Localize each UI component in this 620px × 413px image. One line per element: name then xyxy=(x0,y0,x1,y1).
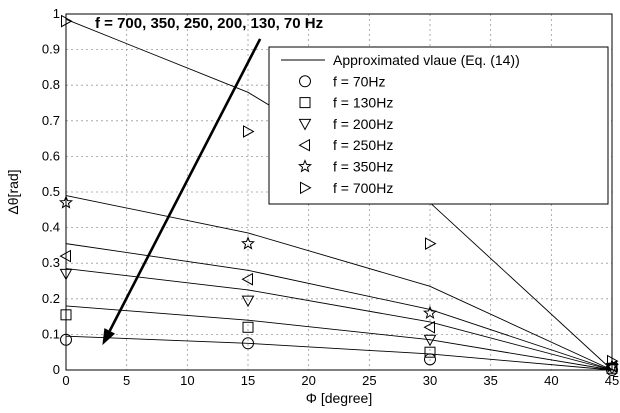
y-tick-label: 0.1 xyxy=(42,326,60,341)
data-point-marker xyxy=(424,346,436,358)
data-point-marker xyxy=(241,295,255,308)
legend-marker xyxy=(300,181,312,195)
annotation-arrow xyxy=(102,38,262,346)
approx-curve-line xyxy=(65,268,613,371)
legend-label: f = 250Hz xyxy=(333,137,393,153)
legend-marker xyxy=(297,159,313,173)
x-tick-label: 0 xyxy=(62,373,69,388)
y-tick-label: 0.7 xyxy=(42,113,60,128)
x-tick-label: 30 xyxy=(423,373,437,388)
data-point-marker xyxy=(240,236,256,250)
legend-label: f = 200Hz xyxy=(333,116,393,132)
y-tick-label: 0.6 xyxy=(42,148,60,163)
x-tick-label: 25 xyxy=(362,373,376,388)
legend-label: f = 350Hz xyxy=(333,159,393,175)
y-tick-label: 0.9 xyxy=(42,42,60,57)
legend-marker xyxy=(299,75,311,88)
annotation-arrow-head xyxy=(102,328,116,346)
data-point-marker xyxy=(242,337,254,350)
x-tick-label: 20 xyxy=(301,373,315,388)
approx-curve-line xyxy=(65,335,613,371)
y-tick-label: 0.8 xyxy=(42,77,60,92)
y-tick-label: 0.4 xyxy=(42,220,60,235)
approx-curve-line xyxy=(65,243,613,371)
legend-label: f = 700Hz xyxy=(333,180,393,196)
x-tick-label: 5 xyxy=(123,373,130,388)
x-axis-label: Φ [degree] xyxy=(306,390,372,406)
data-point-marker xyxy=(423,320,435,334)
data-point-marker xyxy=(424,353,436,366)
data-point-marker xyxy=(241,272,253,286)
y-axis-label: Δθ[rad] xyxy=(5,169,21,214)
legend-marker xyxy=(298,118,312,131)
legend-marker xyxy=(299,97,311,109)
annotation-text: f = 700, 350, 250, 200, 130, 70 Hz xyxy=(95,15,323,32)
data-point-marker xyxy=(243,125,255,138)
approx-curve-line xyxy=(65,195,613,371)
legend: Approximated vlaue (Eq. (14)) f = 70Hz f =… xyxy=(268,46,609,205)
data-point-marker xyxy=(422,305,438,319)
y-tick-label: 1 xyxy=(53,6,60,21)
data-point-marker xyxy=(242,321,254,333)
legend-label-approx: Approximated vlaue (Eq. (14)) xyxy=(333,52,520,68)
data-point-marker xyxy=(423,334,437,347)
x-tick-label: 10 xyxy=(180,373,194,388)
annotation-arrow-shaft xyxy=(108,38,262,332)
plot-frame xyxy=(65,13,613,371)
data-point-marker xyxy=(425,237,437,250)
x-tick-label: 40 xyxy=(544,373,558,388)
y-tick-label: 0 xyxy=(53,362,60,377)
x-tick-label: 45 xyxy=(605,373,619,388)
y-tick-label: 0.5 xyxy=(42,184,60,199)
legend-label: f = 70Hz xyxy=(333,73,386,89)
x-tick-label: 35 xyxy=(483,373,497,388)
x-tick-label: 15 xyxy=(241,373,255,388)
y-tick-label: 0.3 xyxy=(42,255,60,270)
approx-curve-line xyxy=(65,305,613,371)
approx-curves xyxy=(65,18,613,371)
legend-box xyxy=(268,46,609,205)
legend-marker xyxy=(298,138,310,152)
legend-label: f = 130Hz xyxy=(333,95,393,111)
y-tick-label: 0.2 xyxy=(42,291,60,306)
tick-labels: 0 5 10 15 20 25 30 35 40 45 0 0.1 0.2 0.3 0.4 0.5 0.6 0.7… xyxy=(42,6,619,388)
